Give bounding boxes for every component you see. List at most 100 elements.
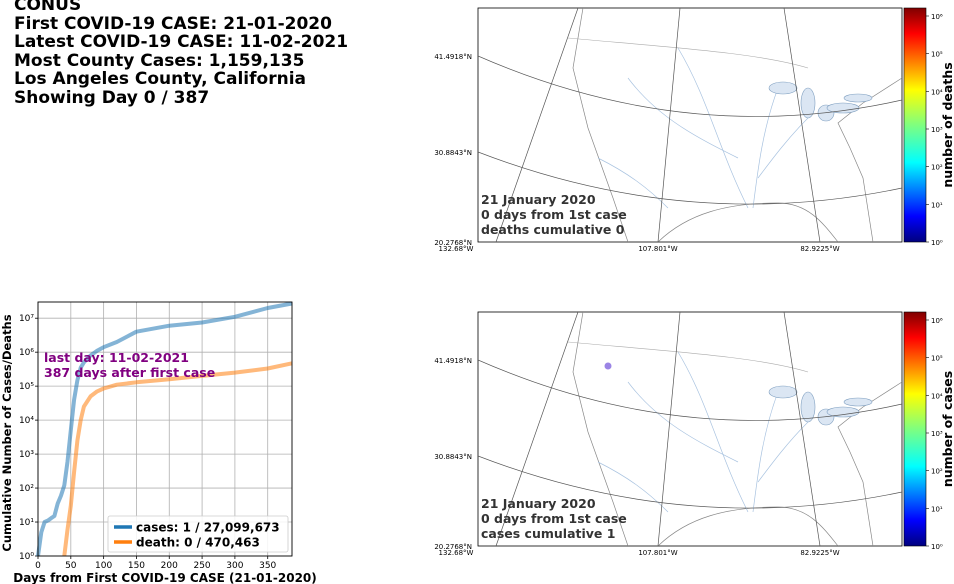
y-axis-label: Cumulative Number of Cases/Deaths (0, 314, 14, 551)
parallel-line (478, 55, 902, 117)
showing-day-text: Showing Day 0 / 387 (14, 87, 210, 108)
latest-case-text: Latest COVID-19 CASE: 11-02-2021 (14, 32, 349, 53)
west-coast-line (572, 312, 629, 546)
longitude-label: 82.9225°W (800, 549, 839, 557)
y-tick-label: 10² (19, 484, 34, 494)
y-tick-label: 10¹ (19, 518, 34, 528)
canada-border-line (567, 37, 809, 69)
latitude-label: 30.8843°N (434, 453, 472, 461)
river-line (757, 117, 809, 179)
parallel-line (478, 151, 902, 205)
map-metric-text: deaths cumulative 0 (481, 222, 625, 237)
great-lake-shape (817, 104, 835, 122)
great-lake-shape (843, 93, 873, 103)
river-line (627, 77, 739, 159)
meridian-line (495, 8, 579, 242)
map-date-text: 21 January 2020 (481, 496, 596, 511)
x-tick-label: 0 (35, 561, 41, 571)
x-tick-label: 150 (128, 561, 145, 571)
y-tick-label: 10⁶ (19, 348, 34, 358)
map-content (478, 8, 902, 242)
colorbar-tick-label: 10⁶ (931, 13, 943, 21)
longitude-label: 107.801°W (638, 549, 677, 557)
y-tick-label: 10⁰ (19, 552, 34, 562)
colorbar-rect (903, 311, 927, 547)
latitude-label: 41.4918°N (434, 357, 472, 365)
legend-label: death: 0 / 470,463 (136, 536, 260, 550)
days-after-annotation: 387 days after first case (44, 365, 215, 380)
river-line (752, 391, 779, 513)
great-lake-shape (768, 81, 798, 95)
meridian-line (657, 8, 681, 242)
meridian-line (783, 312, 821, 546)
plot-frame (37, 301, 293, 557)
meridian-line (783, 8, 821, 242)
map-days-text: 0 days from 1st case (481, 207, 627, 222)
series-line (62, 361, 293, 557)
colorbar-tick-label: 10⁴ (931, 392, 943, 400)
river-line (757, 421, 809, 483)
map-content (478, 312, 902, 546)
legend-box (107, 515, 289, 553)
map-metric-text: cases cumulative 1 (481, 526, 615, 541)
colorbar-tick-label: 10⁰ (931, 543, 943, 551)
gulf-coast-line (657, 202, 839, 242)
county-text: Los Angeles County, California (14, 69, 306, 90)
colorbar-tick-label: 10⁵ (931, 355, 943, 363)
last-day-annotation: last day: 11-02-2021 (44, 350, 189, 365)
latitude-label: 41.4918°N (434, 53, 472, 61)
great-lake-shape (800, 87, 816, 119)
colorbar-tick-label: 10⁰ (931, 239, 943, 247)
plot-area (38, 302, 292, 556)
map-frame (477, 7, 903, 243)
y-tick-label: 10³ (19, 450, 34, 460)
map-days-text: 0 days from 1st case (481, 511, 627, 526)
x-axis-label: Days from First COVID-19 CASE (21-01-202… (13, 571, 317, 584)
header-block: CONUS First COVID-19 CASE: 21-01-2020 La… (14, 0, 348, 108)
river-line (597, 461, 669, 513)
great-lake-shape (817, 408, 835, 426)
longitude-label: 82.9225°W (800, 245, 839, 253)
colorbar-tick-label: 10⁶ (931, 317, 943, 325)
colorbar-tick-label: 10³ (931, 430, 943, 438)
longitude-label: 132.68°W (439, 549, 474, 557)
map-frame (477, 311, 903, 547)
east-coast-line (837, 381, 902, 546)
great-lake-shape (826, 102, 860, 114)
meridian-line (657, 312, 681, 546)
x-tick-label: 300 (226, 561, 243, 571)
latitude-label: 30.8843°N (434, 149, 472, 157)
colorbar-tick-label: 10¹ (931, 505, 943, 513)
most-cases-text: Most County Cases: 1,159,135 (14, 50, 305, 71)
latitude-label: 20.2768°N (434, 543, 472, 551)
river-line (677, 47, 749, 209)
x-tick-label: 200 (161, 561, 178, 571)
colorbar-tick-label: 10⁴ (931, 88, 943, 96)
colorbar-tick-label: 10⁵ (931, 51, 943, 59)
legend-label: cases: 1 / 27,099,673 (136, 521, 280, 535)
x-tick-label: 50 (65, 561, 77, 571)
latitude-label: 20.2768°N (434, 239, 472, 247)
colorbar-tick-label: 10² (931, 164, 943, 172)
colorbar-axis-label: number of deaths (940, 62, 954, 187)
parallel-line (478, 455, 902, 509)
colorbar-tick-label: 10¹ (931, 201, 943, 209)
first-case-text: First COVID-19 CASE: 21-01-2020 (14, 13, 332, 34)
canada-border-line (567, 341, 809, 373)
parallel-line (478, 359, 902, 421)
great-lake-shape (843, 397, 873, 407)
map-date-text: 21 January 2020 (481, 192, 596, 207)
river-line (627, 381, 739, 463)
meridian-line (495, 312, 579, 546)
series-line (36, 301, 293, 557)
x-tick-label: 250 (193, 561, 210, 571)
colorbar-rect (903, 7, 927, 243)
first-case-marker (604, 362, 612, 370)
gulf-coast-line (657, 506, 839, 546)
west-coast-line (572, 8, 629, 242)
great-lake-shape (826, 406, 860, 418)
east-coast-line (837, 77, 902, 242)
river-line (677, 351, 749, 513)
colorbar-tick-label: 10³ (931, 126, 943, 134)
colorbar-tick-label: 10² (931, 468, 943, 476)
